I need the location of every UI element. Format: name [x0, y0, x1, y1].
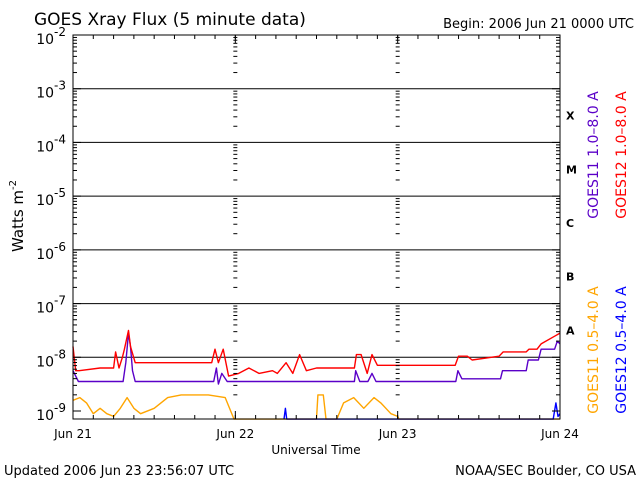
y-tick-label-power: -2 — [54, 25, 66, 39]
legend-entry: GOES12 1.0–8.0 A — [614, 91, 630, 219]
chart-title: GOES Xray Flux (5 minute data) — [34, 10, 306, 30]
footer-source: NOAA/SEC Boulder, CO USA — [455, 464, 636, 479]
y-tick-label: 10-9 — [36, 401, 66, 424]
y-tick-label-base: 10 — [36, 139, 54, 155]
y-tick-label-base: 10 — [36, 354, 54, 370]
legend-entry: GOES11 1.0–8.0 A — [586, 91, 602, 219]
begin-label: Begin: 2006 Jun 21 0000 UTC — [443, 17, 634, 32]
y-tick-label-base: 10 — [36, 408, 54, 424]
footer-updated: Updated 2006 Jun 23 23:56:07 UTC — [4, 464, 234, 479]
x-axis-labels: Jun 21 Jun 22 Jun 23 Jun 24 — [53, 427, 579, 441]
y-tick-label-power: -6 — [54, 240, 66, 254]
flare-class-label: C — [566, 217, 574, 230]
series-line — [72, 332, 561, 385]
y-tick-label: 10-3 — [36, 79, 66, 102]
flare-class-label: X — [566, 110, 575, 123]
flare-class-label: B — [566, 271, 574, 284]
plot-ticks — [72, 34, 561, 419]
y-axis-title-base: Watts m — [9, 190, 27, 252]
y-tick-label: 10-4 — [36, 132, 66, 155]
x-tick-label: Jun 23 — [378, 427, 417, 441]
flare-class-labels: X M C B A — [566, 110, 577, 338]
y-tick-label-base: 10 — [36, 247, 54, 263]
x-axis-title: Universal Time — [271, 443, 360, 457]
y-axis-title: Watts m-2 — [8, 180, 27, 252]
y-axis-labels: 10-210-310-410-510-610-710-810-9 — [36, 25, 66, 424]
flare-class-label: A — [566, 324, 575, 337]
series-line — [72, 329, 561, 377]
plot-frame — [72, 34, 561, 420]
series-line — [72, 394, 560, 420]
y-tick-label: 10-2 — [36, 25, 66, 48]
x-tick-label: Jun 21 — [53, 427, 92, 441]
y-tick-label-power: -7 — [54, 294, 66, 308]
y-tick-label-power: -9 — [54, 401, 66, 415]
plot-grid — [73, 88, 560, 358]
y-tick-label-power: -4 — [54, 132, 66, 146]
y-tick-label-base: 10 — [36, 32, 54, 48]
legend-entry: GOES12 0.5–4.0 A — [614, 286, 630, 414]
y-tick-label-base: 10 — [36, 193, 54, 209]
legend-entry: GOES11 0.5–4.0 A — [586, 286, 602, 414]
y-tick-label-power: -3 — [54, 79, 66, 93]
y-tick-label: 10-8 — [36, 347, 66, 370]
plot-series — [72, 329, 561, 420]
y-tick-label: 10-7 — [36, 294, 66, 317]
y-tick-label-power: -5 — [54, 186, 66, 200]
y-tick-label: 10-6 — [36, 240, 66, 263]
y-axis-title-exp: -2 — [8, 180, 19, 190]
y-tick-label-base: 10 — [36, 86, 54, 102]
x-tick-label: Jun 22 — [215, 427, 254, 441]
x-tick-label: Jun 24 — [540, 427, 579, 441]
flare-class-label: M — [566, 163, 577, 176]
y-tick-label-power: -8 — [54, 347, 66, 361]
y-tick-label: 10-5 — [36, 186, 66, 209]
y-tick-label-base: 10 — [36, 301, 54, 317]
legend: GOES11 1.0–8.0 A GOES12 1.0–8.0 A GOES11 0… — [586, 91, 630, 414]
